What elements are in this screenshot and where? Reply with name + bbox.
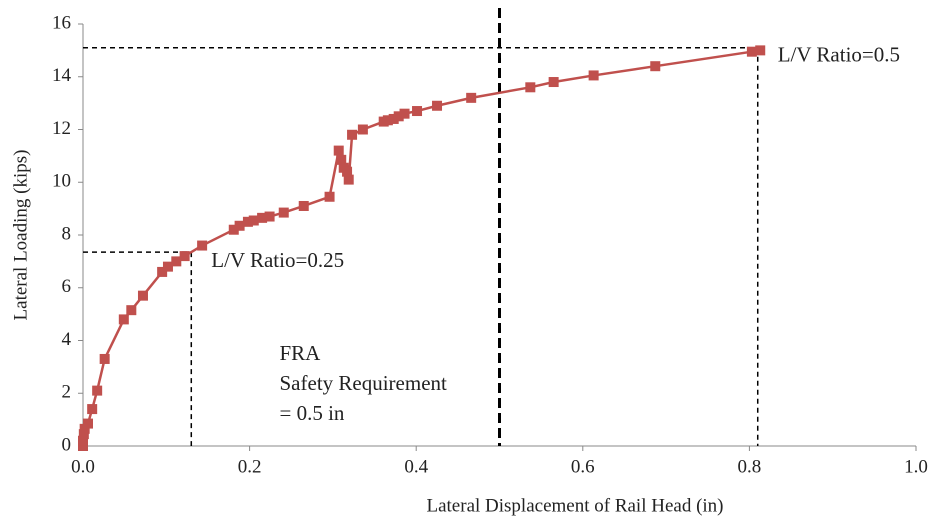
- data-point: [336, 154, 347, 165]
- data-point: [298, 200, 309, 211]
- data-point: [393, 111, 404, 122]
- data-point: [412, 106, 423, 117]
- data-point: [399, 108, 410, 119]
- data-point: [228, 224, 239, 235]
- x-tick-label: 0.4: [404, 456, 428, 477]
- data-point: [162, 261, 173, 272]
- data-point: [324, 191, 335, 202]
- annotation: L/V Ratio=0.5: [778, 43, 900, 67]
- data-point: [197, 240, 208, 251]
- data-point: [588, 70, 599, 81]
- requirement-text: FRA: [280, 341, 322, 365]
- data-point: [357, 124, 368, 135]
- y-tick-label: 0: [62, 434, 72, 455]
- data-point: [78, 429, 89, 440]
- data-point: [525, 82, 536, 93]
- data-point: [79, 423, 90, 434]
- y-tick-label: 12: [52, 118, 71, 139]
- data-point: [118, 314, 129, 325]
- x-tick-label: 1.0: [904, 456, 928, 477]
- data-point: [78, 441, 88, 451]
- y-axis-title: Lateral Loading (kips): [10, 150, 31, 321]
- data-point: [82, 418, 93, 429]
- x-tick-label: 0.8: [738, 456, 762, 477]
- data-point: [87, 404, 98, 415]
- data-line: [81, 49, 761, 446]
- y-tick-label: 10: [52, 171, 71, 192]
- data-point: [257, 212, 268, 223]
- data-point: [755, 45, 766, 56]
- data-point: [137, 290, 148, 301]
- y-tick-label: 16: [52, 12, 71, 33]
- x-tick-label: 0.6: [571, 456, 595, 477]
- requirement-text: = 0.5 in: [280, 401, 345, 425]
- data-point: [126, 305, 137, 316]
- data-point: [78, 435, 88, 446]
- x-tick-label: 0.2: [238, 456, 262, 477]
- y-tick-label: 4: [62, 329, 72, 350]
- data-point: [248, 215, 259, 226]
- x-tick-label: 0.0: [71, 456, 95, 477]
- data-point: [92, 385, 103, 396]
- data-point: [382, 115, 393, 126]
- y-tick-label: 8: [62, 223, 72, 244]
- x-axis-title: Lateral Displacement of Rail Head (in): [426, 495, 723, 516]
- annotation: L/V Ratio=0.25: [211, 248, 344, 272]
- data-point: [432, 100, 443, 111]
- data-point: [333, 145, 344, 156]
- requirement-text: Safety Requirement: [280, 371, 448, 395]
- data-point: [278, 207, 289, 218]
- data-point: [179, 251, 190, 262]
- y-tick-label: 2: [62, 382, 72, 403]
- data-point: [343, 174, 354, 185]
- data-point: [342, 166, 353, 177]
- data-point: [99, 353, 110, 364]
- data-point: [157, 266, 168, 277]
- data-point: [171, 256, 182, 267]
- data-point: [650, 61, 661, 72]
- data-point: [466, 92, 477, 103]
- data-point: [746, 46, 757, 57]
- data-point: [264, 211, 275, 222]
- y-tick-label: 6: [62, 276, 72, 297]
- data-point: [548, 77, 559, 88]
- data-point: [242, 216, 253, 227]
- y-tick-label: 14: [52, 65, 72, 86]
- data-point: [347, 129, 358, 140]
- data-point: [234, 220, 245, 231]
